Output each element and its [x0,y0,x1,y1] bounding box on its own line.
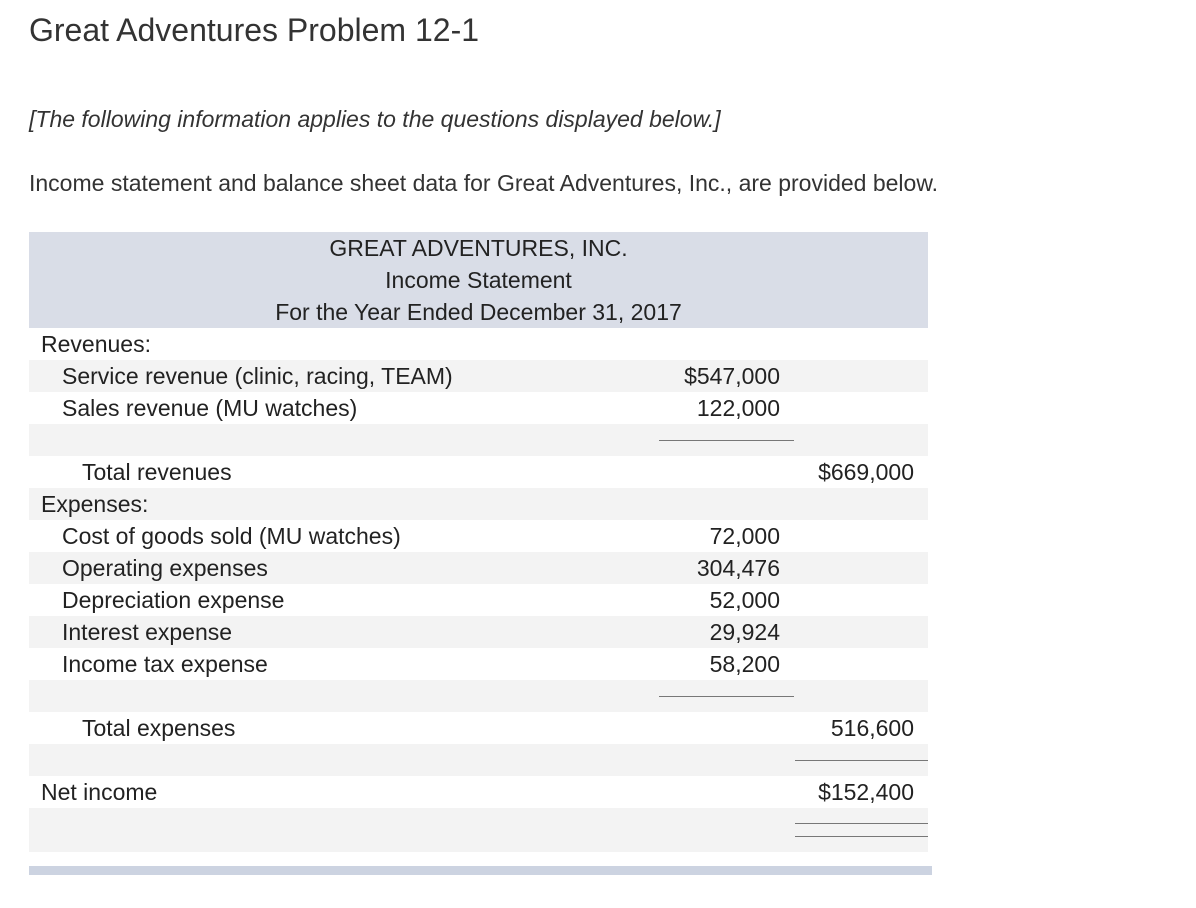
line-item-label: Income tax expense [62,651,268,677]
line-item-amount: 58,200 [709,651,780,677]
subtotal-rule [659,440,794,441]
table-row: Interest expense 29,924 [29,616,928,648]
double-rule-top [795,823,928,824]
intro-text: Income statement and balance sheet data … [29,170,939,196]
total-revenues-row: Total revenues $669,000 [29,456,928,488]
page-title: Great Adventures Problem 12-1 [29,12,480,48]
subtotal-rule [659,696,794,697]
table-row: Income tax expense 58,200 [29,648,928,680]
statement-period: For the Year Ended December 31, 2017 [275,299,682,325]
revenues-heading-row: Revenues: [29,328,928,360]
total-revenues-amount: $669,000 [818,459,914,485]
line-item-label: Service revenue (clinic, racing, TEAM) [62,363,453,389]
total-expenses-row: Total expenses 516,600 [29,712,928,744]
company-name: GREAT ADVENTURES, INC. [329,235,628,261]
statement-header: GREAT ADVENTURES, INC. Income Statement … [29,232,928,328]
income-statement-table: GREAT ADVENTURES, INC. Income Statement … [29,232,928,852]
bottom-bar [29,866,932,875]
spacer-row [29,744,928,776]
double-rule-bottom [795,836,928,837]
total-expenses-amount: 516,600 [830,715,914,741]
net-income-row: Net income $152,400 [29,776,928,808]
expenses-heading: Expenses: [41,491,149,517]
net-income-label: Net income [41,779,158,805]
table-row: Sales revenue (MU watches) 122,000 [29,392,928,424]
table-row: Operating expenses 304,476 [29,552,928,584]
line-item-amount: 72,000 [709,523,780,549]
revenues-heading: Revenues: [41,331,151,357]
spacer-row [29,424,928,456]
table-row: Service revenue (clinic, racing, TEAM) $… [29,360,928,392]
line-item-amount: 304,476 [696,555,780,581]
total-rule [795,760,928,761]
line-item-amount: 29,924 [709,619,780,645]
line-item-amount: 52,000 [709,587,780,613]
total-revenues-label: Total revenues [82,459,232,485]
line-item-amount: $547,000 [684,363,780,389]
spacer-row [29,680,928,712]
net-income-amount: $152,400 [818,779,914,805]
line-item-label: Sales revenue (MU watches) [62,395,358,421]
table-row: Cost of goods sold (MU watches) 72,000 [29,520,928,552]
table-row: Depreciation expense 52,000 [29,584,928,616]
line-item-label: Interest expense [62,619,233,645]
spacer-row [29,808,928,852]
line-item-label: Depreciation expense [62,587,285,613]
instruction-note: [The following information applies to th… [29,106,721,132]
total-expenses-label: Total expenses [82,715,236,741]
line-item-amount: 122,000 [696,395,780,421]
line-item-label: Cost of goods sold (MU watches) [62,523,401,549]
line-item-label: Operating expenses [62,555,268,581]
expenses-heading-row: Expenses: [29,488,928,520]
statement-name: Income Statement [385,267,572,293]
